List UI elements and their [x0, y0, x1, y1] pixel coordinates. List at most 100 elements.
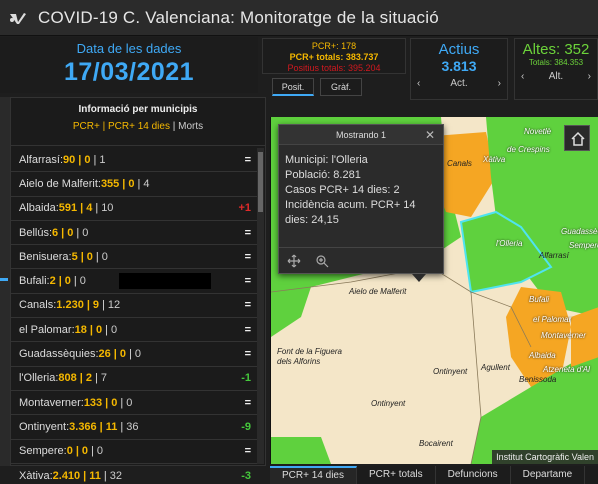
list-item[interactable]: Ontinyent: 3.366 | 11 | 36 -9 — [11, 415, 257, 440]
map-label-alfarrasi: Alfarrasí — [539, 251, 569, 260]
popup-pointer — [412, 274, 426, 282]
row-municipality-name: Alfarrasí: — [19, 153, 64, 166]
row-separator: | — [76, 226, 80, 239]
tab-graf[interactable]: Gràf. — [320, 78, 362, 96]
list-item[interactable]: Xàtiva: 2.410 | 11 | 32 -3 — [11, 464, 257, 484]
row-trend: = — [244, 396, 251, 409]
actius-panel: Actius 3.813 ‹ Act. › — [410, 38, 508, 100]
list-item[interactable]: Aielo de Malferit: 355 | 0 | 4 — [11, 172, 257, 197]
list-item[interactable]: Canals: 1.230 | 9 | 12 = — [11, 294, 257, 319]
popup-body: Municipi: l'Olleria Població: 8.281 Caso… — [279, 145, 443, 236]
list-tab-pcr[interactable]: PCR+ | PCR+ 14 dies — [72, 121, 170, 132]
row-trend: +1 — [238, 202, 251, 215]
map-label-xativa: Xàtiva — [483, 155, 506, 164]
row-trend: = — [244, 275, 251, 288]
row-pcr14-value: 0 — [95, 323, 103, 336]
zoom-to-icon[interactable] — [315, 254, 329, 268]
list-item[interactable]: Bufali: 2 | 0 | 0 = — [11, 269, 257, 294]
list-scrollbar[interactable] — [257, 148, 264, 464]
altes-total: Totals: 384.353 — [528, 58, 584, 67]
row-separator: | — [83, 469, 87, 482]
row-separator: | — [113, 348, 117, 361]
map-label-agullent: Agullent — [481, 363, 510, 372]
row-deaths-value: 0 — [96, 445, 104, 458]
row-deaths-value: 7 — [100, 372, 107, 385]
popup-casos: Casos PCR+ 14 dies: 2 — [285, 184, 400, 196]
row-pcr-value: 6 — [52, 226, 59, 239]
list-item[interactable]: Alfarrasí: 90 | 0 | 1 = — [11, 148, 257, 173]
row-deaths-value: 36 — [126, 420, 139, 433]
row-pcr-value: 2 — [49, 275, 56, 288]
list-item[interactable]: el Palomar: 18 | 0 | 0 = — [11, 318, 257, 343]
list-item[interactable]: l'Olleria: 808 | 2 | 7 -1 — [11, 367, 257, 391]
row-pcr-value: 133 — [83, 396, 103, 409]
altes-next-button[interactable]: › — [587, 71, 591, 82]
row-separator: | — [78, 153, 82, 166]
map-label-montaverner: Montaverner — [541, 331, 586, 340]
row-trend: -3 — [241, 469, 251, 482]
row-trend: = — [244, 348, 251, 361]
municipality-list-panel: Informació per municipis PCR+ | PCR+ 14 … — [10, 97, 266, 482]
row-separator: | — [94, 372, 98, 385]
row-pcr14-value: 0 — [84, 153, 91, 166]
map-label-benissoda: Benissoda — [519, 375, 557, 384]
map-label-canals: Canals — [447, 159, 472, 168]
list-tab-morts[interactable]: Morts — [178, 121, 204, 132]
tab-posit[interactable]: Posit. — [272, 78, 314, 96]
home-icon — [571, 131, 585, 146]
positius-totals: Positius totals: 395.204 — [287, 63, 381, 73]
altes-prev-button[interactable]: ‹ — [521, 71, 525, 82]
bottom-tab[interactable]: PCR+ totals — [357, 466, 436, 484]
row-pcr-value: 18 — [74, 323, 87, 336]
actius-prev-button[interactable]: ‹ — [417, 78, 421, 89]
bottom-tab[interactable]: Defuncions — [436, 466, 511, 484]
row-deaths-value: 0 — [134, 348, 141, 361]
row-separator: | — [79, 372, 83, 385]
row-separator: | — [58, 275, 62, 288]
row-separator: | — [89, 323, 93, 336]
list-item[interactable]: Sempere: 0 | 0 | 0 = — [11, 440, 257, 464]
app-title: COVID-19 C. Valenciana: Monitoratge de l… — [38, 7, 439, 27]
row-municipality-name: Guadassèquies: — [19, 348, 99, 361]
pan-icon[interactable] — [287, 254, 301, 268]
list-item[interactable]: Bellús: 6 | 0 | 0 = — [11, 221, 257, 246]
actius-next-button[interactable]: › — [497, 78, 501, 89]
row-pcr-value: 1.230 — [56, 299, 84, 312]
row-pcr14-value: 0 — [64, 275, 71, 288]
row-municipality-name: Benisuera: — [19, 250, 72, 263]
row-pcr14-value: 2 — [85, 372, 92, 385]
actius-nav-label: Act. — [450, 78, 468, 89]
list-scroll-thumb[interactable] — [258, 152, 263, 212]
map-label-alforins: dels Alforins — [277, 357, 321, 366]
left-edge-strip — [0, 97, 10, 466]
close-icon[interactable]: ✕ — [424, 128, 435, 142]
row-separator: | — [99, 420, 103, 433]
home-button[interactable] — [564, 125, 590, 151]
bottom-tab[interactable]: PCR+ 14 dies — [270, 466, 357, 484]
row-trend: = — [244, 299, 251, 312]
list-item[interactable]: Benisuera: 5 | 0 | 0 = — [11, 245, 257, 270]
list-item[interactable]: Albaida: 591 | 4 | 10 +1 — [11, 197, 257, 221]
row-municipality-name: Canals: — [19, 299, 57, 312]
redacted-block — [119, 273, 211, 290]
list-item[interactable]: Guadassèquies: 26 | 0 | 0 = — [11, 342, 257, 367]
map-label-bocairent: Bocairent — [419, 439, 453, 448]
map-label-novetle: Novetlè — [524, 127, 552, 136]
list-item[interactable]: Montaverner: 133 | 0 | 0 = — [11, 391, 257, 416]
altes-nav-label: Alt. — [548, 71, 564, 82]
row-pcr-value: 5 — [71, 250, 78, 263]
bottom-tab[interactable]: Departame — [511, 466, 586, 484]
row-separator: | — [122, 177, 126, 190]
date-panel: Data de les dades 17/03/2021 — [0, 37, 258, 93]
row-trend: -9 — [241, 420, 251, 433]
row-pcr-value: 355 — [100, 177, 120, 190]
map-label-atzeneta: Atzeneta d'Al — [543, 365, 590, 374]
row-separator: | — [95, 250, 99, 263]
row-trend: = — [244, 445, 251, 458]
row-trend: = — [244, 226, 251, 239]
row-pcr14-value: 11 — [89, 469, 101, 482]
row-separator: | — [95, 202, 99, 215]
list-tabs: PCR+ | PCR+ 14 dies | Morts — [11, 121, 265, 132]
row-municipality-name: Bufali: — [19, 275, 50, 288]
